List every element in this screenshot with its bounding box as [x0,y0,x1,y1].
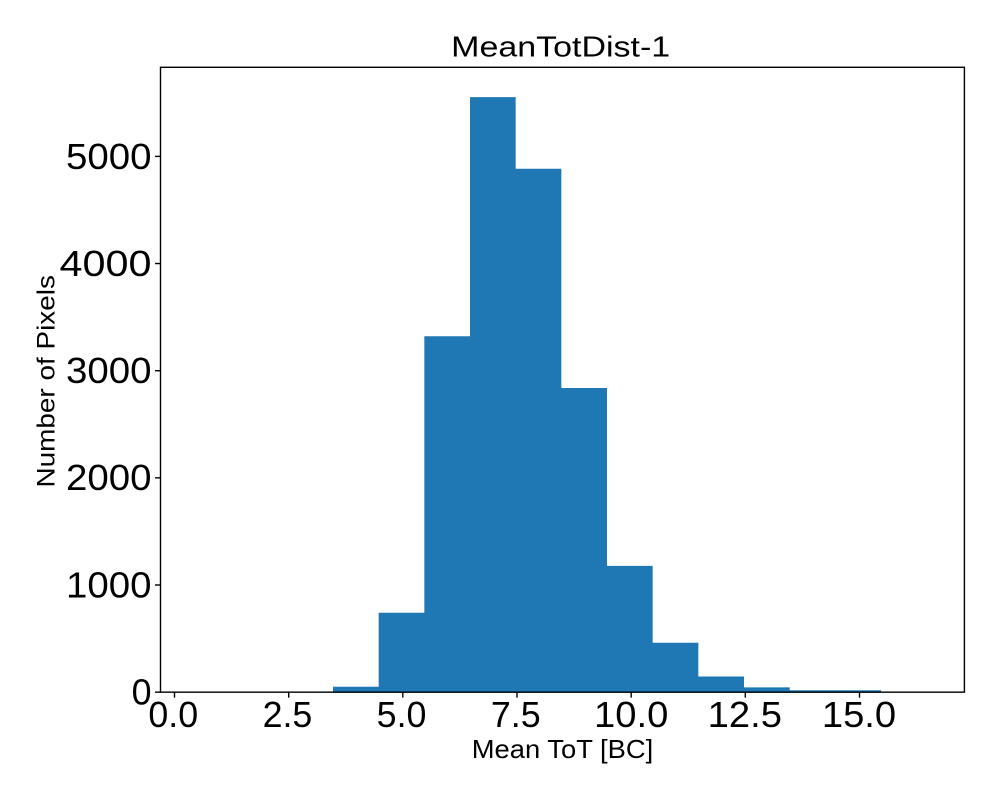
svg-text:7.5: 7.5 [491,695,541,735]
svg-text:4000: 4000 [60,244,152,284]
svg-text:10.0: 10.0 [594,695,668,735]
svg-text:3000: 3000 [66,351,152,391]
svg-text:15.0: 15.0 [822,695,896,735]
svg-text:0: 0 [132,673,152,713]
svg-text:MeanTotDist-1: MeanTotDist-1 [451,31,670,63]
svg-text:2000: 2000 [66,458,152,498]
svg-text:2.5: 2.5 [263,695,313,735]
svg-text:Mean ToT [BC]: Mean ToT [BC] [472,736,654,764]
svg-text:12.5: 12.5 [708,695,782,735]
svg-text:5.0: 5.0 [377,695,427,735]
svg-text:5000: 5000 [66,137,152,177]
svg-text:Number of Pixels: Number of Pixels [32,275,60,488]
svg-text:1000: 1000 [66,565,152,605]
svg-text:0.0: 0.0 [148,695,198,735]
